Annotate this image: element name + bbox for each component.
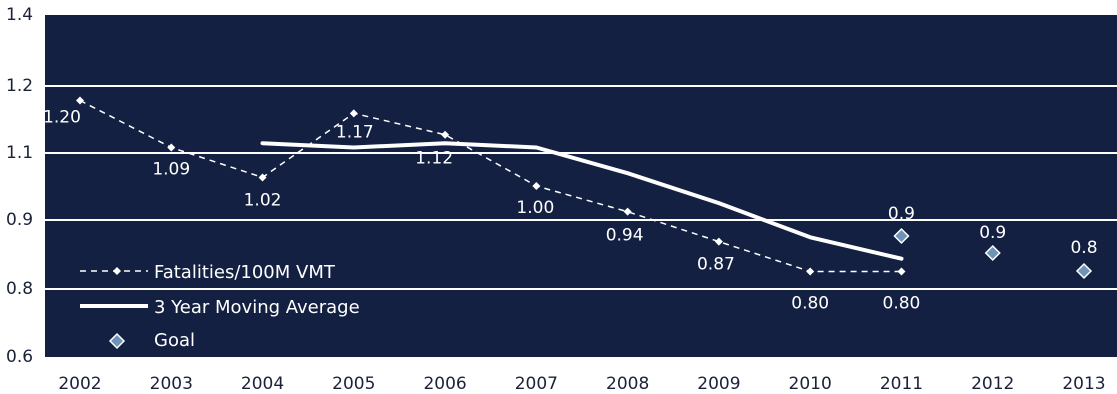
fatalities-data-label: 1.09: [152, 160, 190, 180]
legend-goal-marker: [108, 332, 126, 350]
fatalities-data-label: 0.94: [606, 226, 644, 246]
fatalities-point: [532, 182, 541, 190]
fatalities-point: [76, 96, 84, 105]
fatalities-point: [167, 143, 176, 152]
fatalities-point: [258, 173, 267, 182]
legend-label-average: 3 Year Moving Average: [154, 297, 360, 318]
legend-fatalities-marker: [113, 267, 121, 275]
x-tick-label: 2013: [1062, 374, 1105, 394]
fatalities-data-label: 1.00: [516, 198, 554, 218]
x-tick-label: 2005: [332, 374, 375, 394]
x-tick-label: 2008: [606, 374, 649, 394]
plot-background: [45, 15, 1117, 357]
fatalities-point: [441, 130, 450, 139]
y-tick-label: 1.1: [6, 143, 33, 163]
x-tick-label: 2010: [789, 374, 832, 394]
y-tick-label: 1.2: [6, 76, 33, 96]
fatalities-point: [623, 207, 632, 216]
x-tick-label: 2009: [697, 374, 740, 394]
x-tick-label: 2006: [423, 374, 466, 394]
goal-point: [893, 227, 910, 245]
fatalities-point: [897, 267, 906, 276]
goal-point: [1075, 262, 1093, 280]
fatalities-data-label: 0.87: [697, 255, 735, 275]
x-tick-label: 2002: [58, 374, 101, 394]
x-tick-label: 2003: [150, 374, 193, 394]
fatalities-point: [349, 109, 358, 118]
legend-label-fatalities: Fatalities/100M VMT: [154, 262, 336, 283]
x-tick-label: 2011: [880, 374, 923, 394]
series-line-3-year-moving-average: [260, 141, 904, 261]
goal-data-label: 0.9: [888, 204, 915, 224]
fatalities-data-label: 1.12: [415, 149, 453, 169]
series-line-fatalities: [79, 99, 902, 273]
y-tick-label: 1.4: [6, 5, 33, 25]
y-tick-label: 0.9: [6, 210, 33, 230]
fatalities-data-label: 1.17: [336, 122, 374, 142]
y-tick-label: 0.8: [6, 279, 33, 299]
fatalities-data-label: 0.80: [883, 294, 921, 314]
x-tick-label: 2012: [971, 374, 1014, 394]
fatalities-point: [806, 267, 815, 276]
fatalities-data-label: 1.20: [43, 108, 81, 128]
fatalities-data-label: 1.02: [244, 190, 282, 210]
fatalities-data-label: 0.80: [791, 294, 829, 314]
goal-data-label: 0.9: [979, 223, 1006, 243]
y-tick-label: 0.6: [6, 347, 33, 367]
x-tick-label: 2004: [241, 374, 284, 394]
goal-point: [984, 244, 1001, 262]
legend-label-goal: Goal: [154, 330, 195, 351]
fatalities-point: [714, 237, 723, 246]
x-tick-label: 2007: [515, 374, 558, 394]
goal-data-label: 0.8: [1070, 238, 1097, 258]
